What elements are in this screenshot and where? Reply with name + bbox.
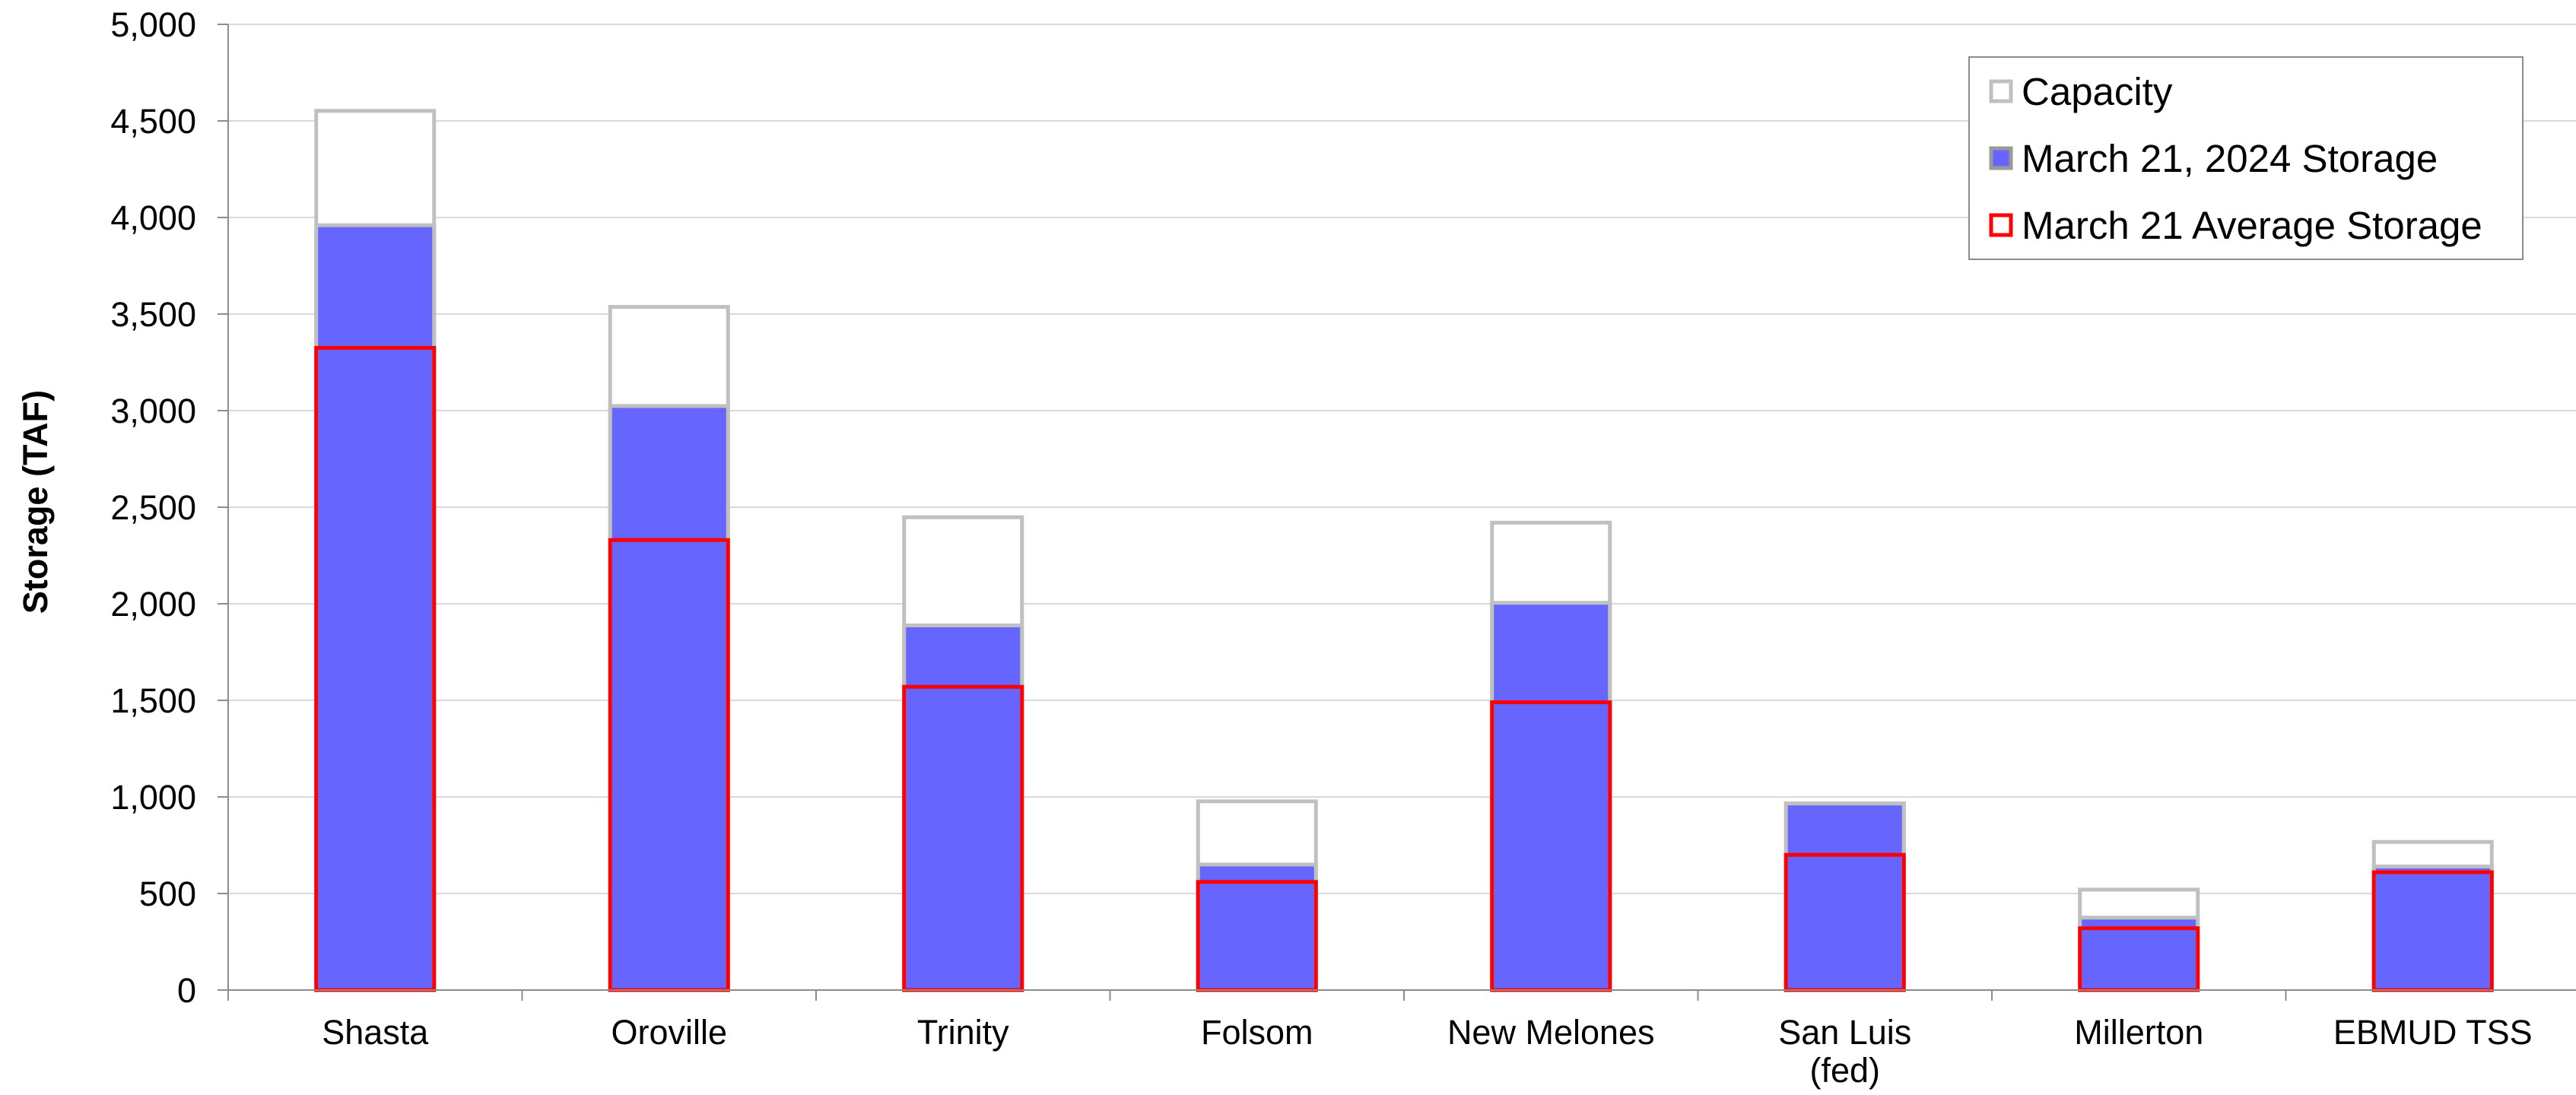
legend: Capacity March 21, 2024 Storage March 21 A… — [1968, 56, 2524, 260]
y-tick-label: 2,500 — [110, 488, 196, 527]
current-storage-bar — [2371, 864, 2494, 992]
y-tick-label: 5,000 — [110, 5, 196, 44]
y-tick-label: 1,000 — [110, 778, 196, 817]
current-storage-bar — [1784, 801, 1906, 992]
legend-swatch-average-storage — [1989, 213, 2013, 237]
y-axis-title: Storage (TAF) — [16, 390, 55, 614]
y-tick-label: 1,500 — [110, 681, 196, 720]
legend-label: March 21, 2024 Storage — [2022, 137, 2438, 180]
x-tick-label: (fed) — [1809, 1051, 1880, 1090]
current-storage-bar — [902, 623, 1024, 992]
current-storage-bar — [1490, 601, 1612, 992]
x-tick-label: Millerton — [2074, 1013, 2203, 1052]
x-tick-label: Trinity — [917, 1013, 1009, 1052]
y-tick-label: 3,000 — [110, 392, 196, 430]
current-storage-bar — [608, 404, 730, 992]
y-tick-label: 2,000 — [110, 585, 196, 624]
x-tick-label: New Melones — [1447, 1013, 1655, 1052]
legend-swatch-capacity — [1989, 79, 2013, 103]
y-tick-label: 500 — [139, 874, 196, 913]
legend-label: Capacity — [2022, 70, 2173, 113]
x-tick-label: EBMUD TSS — [2333, 1013, 2533, 1052]
y-tick-label: 3,500 — [110, 295, 196, 334]
y-tick-label: 0 — [177, 971, 196, 1010]
current-storage-bar — [314, 223, 437, 992]
x-tick-label: Oroville — [611, 1013, 727, 1052]
y-axis-ticks: 0 500 1,000 1,500 2,000 2,500 3,000 3,500 4,000 4… — [110, 5, 228, 1010]
x-tick-label: Shasta — [322, 1013, 429, 1052]
x-tick-label: Folsom — [1201, 1013, 1313, 1052]
legend-label: March 21 Average Storage — [2022, 204, 2482, 247]
x-axis-ticks: Shasta Oroville Trinity Folsom New Melones Sa… — [227, 990, 2533, 1090]
legend-box — [1968, 56, 2524, 260]
x-tick-label: San Luis — [1778, 1013, 1911, 1052]
y-tick-label: 4,000 — [110, 198, 196, 237]
y-tick-label: 4,500 — [110, 102, 196, 141]
legend-swatch-current-storage — [1989, 146, 2013, 170]
